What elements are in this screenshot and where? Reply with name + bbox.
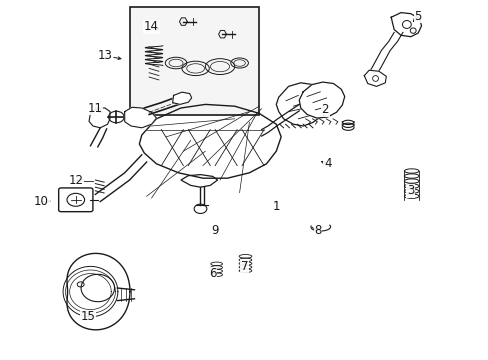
Text: 6: 6 [208, 267, 216, 280]
Text: 5: 5 [413, 10, 421, 23]
Text: 8: 8 [313, 224, 321, 237]
Polygon shape [390, 13, 421, 37]
Text: 9: 9 [211, 224, 219, 237]
Text: 13: 13 [98, 49, 112, 62]
Text: 11: 11 [88, 102, 102, 114]
Text: 4: 4 [323, 157, 331, 170]
Text: 2: 2 [321, 103, 328, 116]
Text: 7: 7 [240, 260, 248, 273]
Text: 10: 10 [34, 195, 49, 208]
Text: 14: 14 [144, 21, 159, 33]
Bar [129, 7, 259, 115]
Text: 15: 15 [81, 310, 95, 323]
Polygon shape [172, 92, 191, 104]
Polygon shape [124, 107, 156, 128]
Polygon shape [89, 108, 110, 128]
Text: 12: 12 [68, 174, 83, 186]
Text: 1: 1 [272, 201, 280, 213]
Polygon shape [299, 82, 344, 118]
Text: 3: 3 [406, 184, 414, 197]
Polygon shape [364, 70, 386, 86]
